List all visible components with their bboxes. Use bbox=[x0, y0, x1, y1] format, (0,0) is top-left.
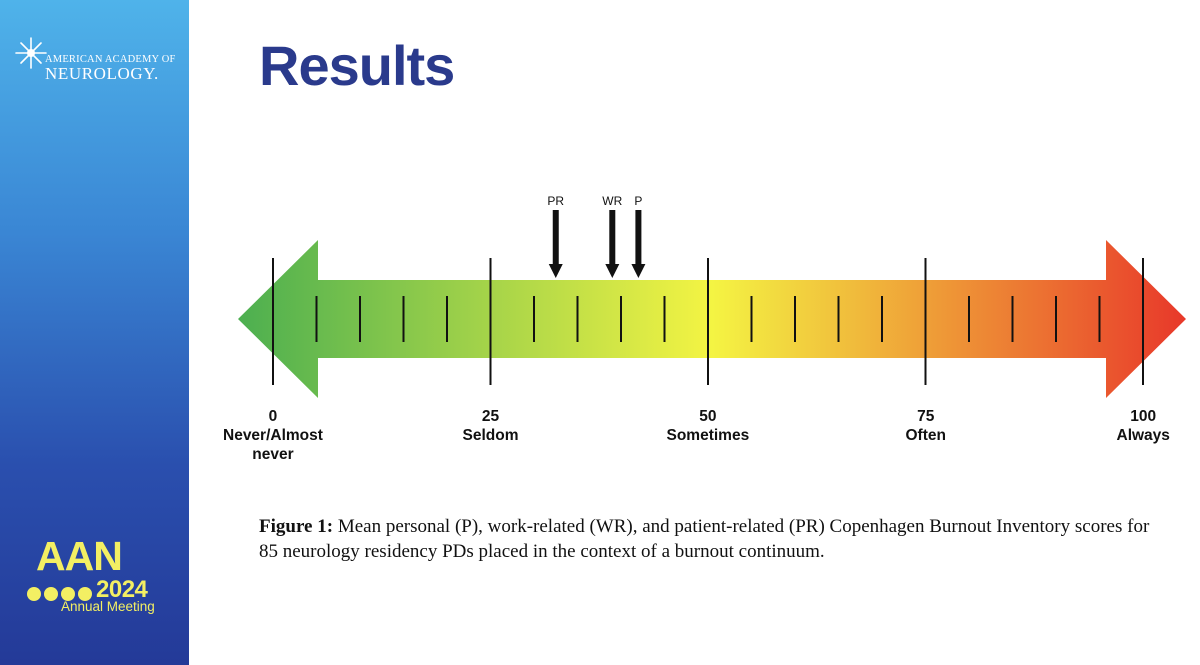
marker-arrow-shaft bbox=[635, 210, 642, 266]
continuum-arrow: PR WR P bbox=[238, 194, 1186, 398]
scale-number: 50 bbox=[699, 408, 717, 425]
marker-arrow-head bbox=[548, 264, 563, 278]
marker-arrow-head bbox=[631, 264, 646, 278]
caption-text: Mean personal (P), work-related (WR), an… bbox=[259, 516, 1150, 562]
event-dots-icon bbox=[27, 587, 92, 601]
scale-name: Never/Almost bbox=[223, 427, 323, 444]
scale-name-cont: never bbox=[252, 446, 294, 463]
scale-label-100: 100 Always bbox=[1117, 407, 1170, 445]
aan-star-icon bbox=[15, 37, 47, 69]
marker-label-p: P bbox=[634, 194, 642, 208]
event-year: 2024 bbox=[96, 576, 148, 603]
scale-number: 75 bbox=[917, 408, 935, 425]
continuum-arrow-body bbox=[238, 240, 1186, 398]
marker-pr: PR bbox=[547, 194, 564, 278]
scale-name: Always bbox=[1116, 427, 1170, 444]
scale-label-75: 75 Often bbox=[906, 407, 946, 445]
burnout-continuum-diagram: PR WR P 0 Never/Almost never 25 Seldom 50 Someti… bbox=[223, 185, 1190, 485]
org-name-line2: NEUROLOGY. bbox=[45, 64, 159, 83]
event-acronym: AAN bbox=[36, 533, 123, 579]
scale-name: Often bbox=[905, 427, 946, 444]
marker-wr: WR bbox=[602, 194, 623, 278]
marker-arrow-shaft bbox=[609, 210, 616, 266]
org-name-line1: AMERICAN ACADEMY OF bbox=[45, 54, 176, 65]
marker-label-wr: WR bbox=[602, 194, 622, 208]
scale-label-0: 0 Never/Almost never bbox=[223, 407, 323, 464]
sidebar-panel: AMERICAN ACADEMY OF NEUROLOGY. AAN 2024 … bbox=[0, 0, 189, 665]
scale-name: Sometimes bbox=[666, 427, 750, 444]
scale-name: Seldom bbox=[462, 427, 519, 444]
scale-number: 25 bbox=[481, 408, 500, 425]
marker-label-pr: PR bbox=[547, 194, 564, 208]
event-subtitle: Annual Meeting bbox=[61, 599, 155, 614]
scale-number: 100 bbox=[1130, 408, 1157, 425]
marker-arrow-head bbox=[605, 264, 620, 278]
scale-label-25: 25 Seldom bbox=[463, 407, 519, 445]
marker-p: P bbox=[631, 194, 646, 278]
caption-prefix: Figure 1: bbox=[259, 516, 334, 537]
slide-title: Results bbox=[259, 34, 455, 97]
marker-arrow-shaft bbox=[552, 210, 559, 266]
figure-caption: Figure 1: Mean personal (P), work-relate… bbox=[259, 514, 1159, 564]
scale-number: 0 bbox=[268, 408, 278, 425]
scale-label-50: 50 Sometimes bbox=[667, 407, 750, 445]
